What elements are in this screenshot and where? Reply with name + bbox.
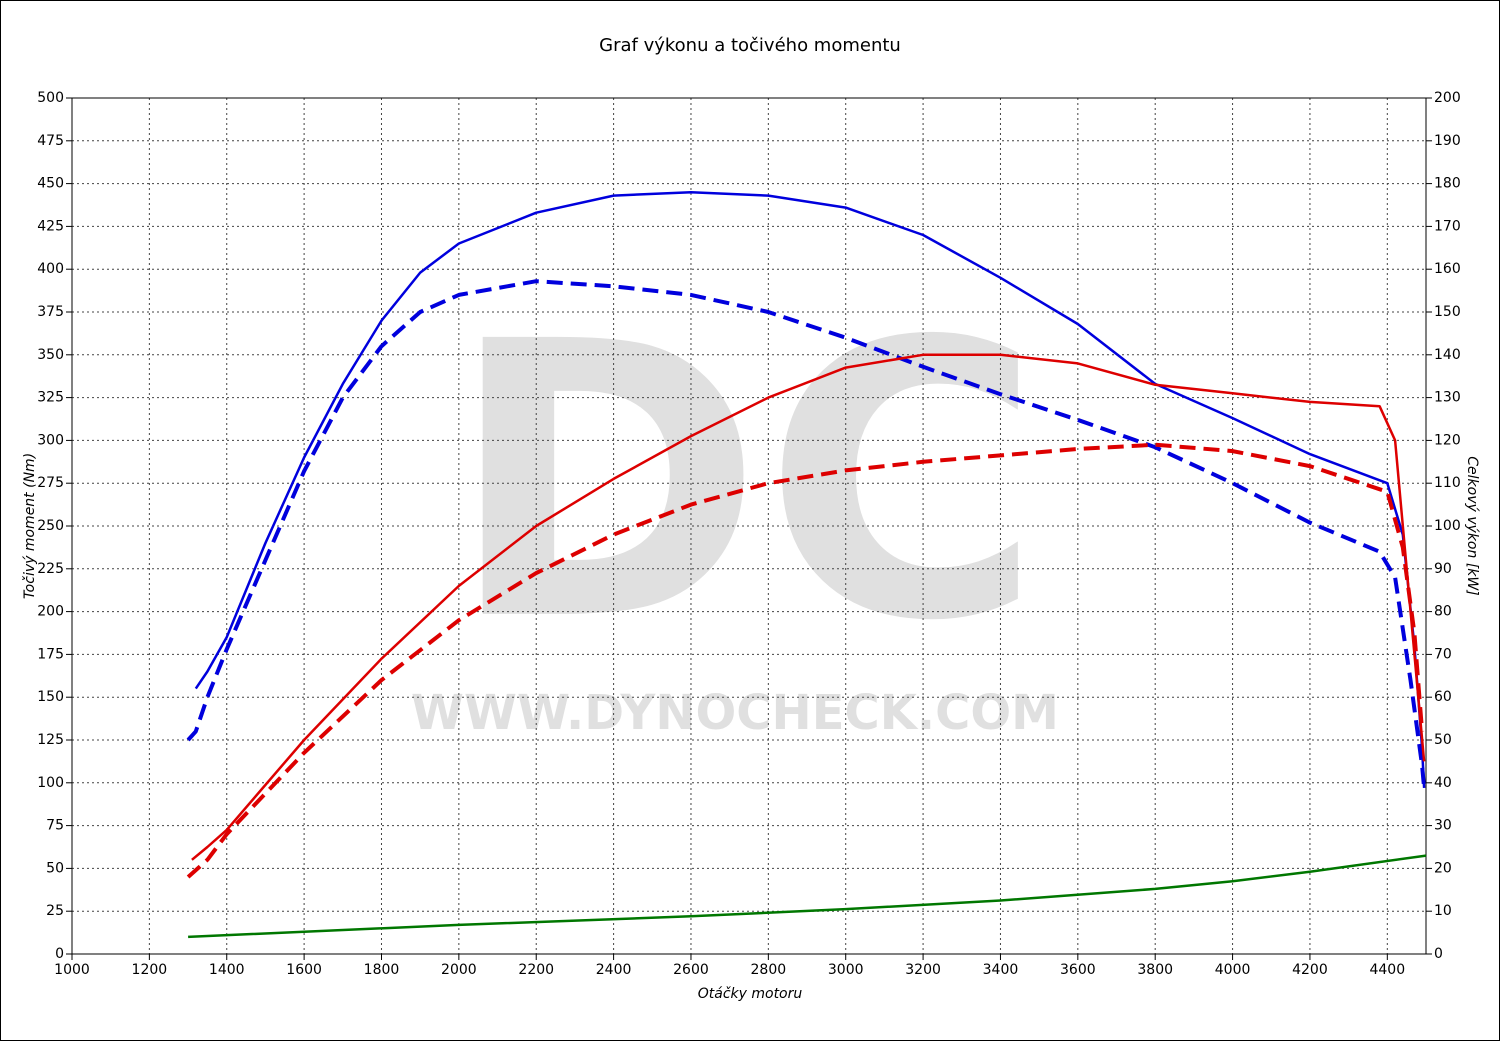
y2-tick-label: 160: [1434, 261, 1461, 277]
x-tick-label: 3800: [1137, 962, 1173, 978]
y-axis-label: Točivý moment (Nm): [22, 453, 38, 599]
y2-tick-label: 0: [1434, 946, 1443, 962]
y-tick-label: 225: [37, 561, 64, 577]
x-tick-label: 1800: [364, 962, 400, 978]
y2-tick-label: 60: [1434, 689, 1452, 705]
y-tick-label: 400: [37, 261, 64, 277]
y2-tick-label: 90: [1434, 561, 1452, 577]
y-tick-label: 125: [37, 732, 64, 748]
y-tick-label: 50: [46, 860, 64, 876]
y-tick-label: 100: [37, 775, 64, 791]
x-tick-label: 4200: [1292, 962, 1328, 978]
x-tick-label: 2000: [441, 962, 477, 978]
y2-tick-label: 120: [1434, 432, 1461, 448]
series-line: [188, 854, 1427, 939]
series-line: [186, 279, 1427, 789]
y2-tick-label: 100: [1434, 518, 1461, 534]
y2-tick-label: 180: [1434, 176, 1461, 192]
y-tick-label: 500: [37, 90, 64, 106]
plot-border: [71, 97, 1427, 955]
y2-tick-label: 70: [1434, 646, 1452, 662]
y-tick-label: 275: [37, 475, 64, 491]
series-line: [186, 442, 1425, 879]
y-tick-label: 175: [37, 646, 64, 662]
y2-tick-label: 20: [1434, 860, 1452, 876]
x-tick-label: 2200: [518, 962, 554, 978]
y2-tick-label: 200: [1434, 90, 1461, 106]
y-tick-label: 75: [46, 818, 64, 834]
x-tick-label: 3400: [983, 962, 1019, 978]
y2-tick-label: 110: [1434, 475, 1461, 491]
watermark-url: WWW.DYNOCHECK.COM: [411, 685, 1059, 741]
x-tick-label: 1000: [54, 962, 90, 978]
x-tick-label: 3200: [905, 962, 941, 978]
x-tick-label: 4400: [1369, 962, 1405, 978]
y2-tick-label: 140: [1434, 347, 1461, 363]
x-tick-label: 3000: [828, 962, 864, 978]
y-tick-label: 0: [55, 946, 64, 962]
x-tick-label: 1400: [209, 962, 245, 978]
y2-tick-label: 150: [1434, 304, 1461, 320]
y-tick-label: 350: [37, 347, 64, 363]
y-tick-label: 425: [37, 218, 64, 234]
y2-tick-label: 130: [1434, 390, 1461, 406]
y-tick-label: 250: [37, 518, 64, 534]
x-tick-label: 4000: [1215, 962, 1251, 978]
y-tick-label: 300: [37, 432, 64, 448]
y2-tick-label: 80: [1434, 604, 1452, 620]
x-tick-label: 1200: [132, 962, 168, 978]
watermark: DC: [448, 261, 1042, 704]
x-tick-label: 2400: [596, 962, 632, 978]
y2-tick-label: 30: [1434, 818, 1452, 834]
y-tick-label: 475: [37, 133, 64, 149]
x-tick-label: 1600: [286, 962, 322, 978]
y-tick-label: 200: [37, 604, 64, 620]
y-tick-label: 325: [37, 390, 64, 406]
y2-tick-label: 190: [1434, 133, 1461, 149]
y2-tick-label: 40: [1434, 775, 1452, 791]
series-line: [191, 353, 1426, 861]
x-axis-label: Otáčky motoru: [698, 986, 803, 1002]
x-tick-label: 3600: [1060, 962, 1096, 978]
y-tick-label: 25: [46, 903, 64, 919]
y2-tick-label: 50: [1434, 732, 1452, 748]
y2-tick-label: 10: [1434, 903, 1452, 919]
x-tick-label: 2600: [673, 962, 709, 978]
y-tick-label: 450: [37, 176, 64, 192]
chart-title: Graf výkonu a točivého momentu: [599, 35, 901, 56]
y-tick-label: 150: [37, 689, 64, 705]
y2-axis-label: Celkový výkon [kW]: [1464, 456, 1480, 595]
y-tick-label: 375: [37, 304, 64, 320]
x-tick-label: 2800: [751, 962, 787, 978]
y2-tick-label: 170: [1434, 218, 1461, 234]
series-line: [194, 190, 1426, 788]
